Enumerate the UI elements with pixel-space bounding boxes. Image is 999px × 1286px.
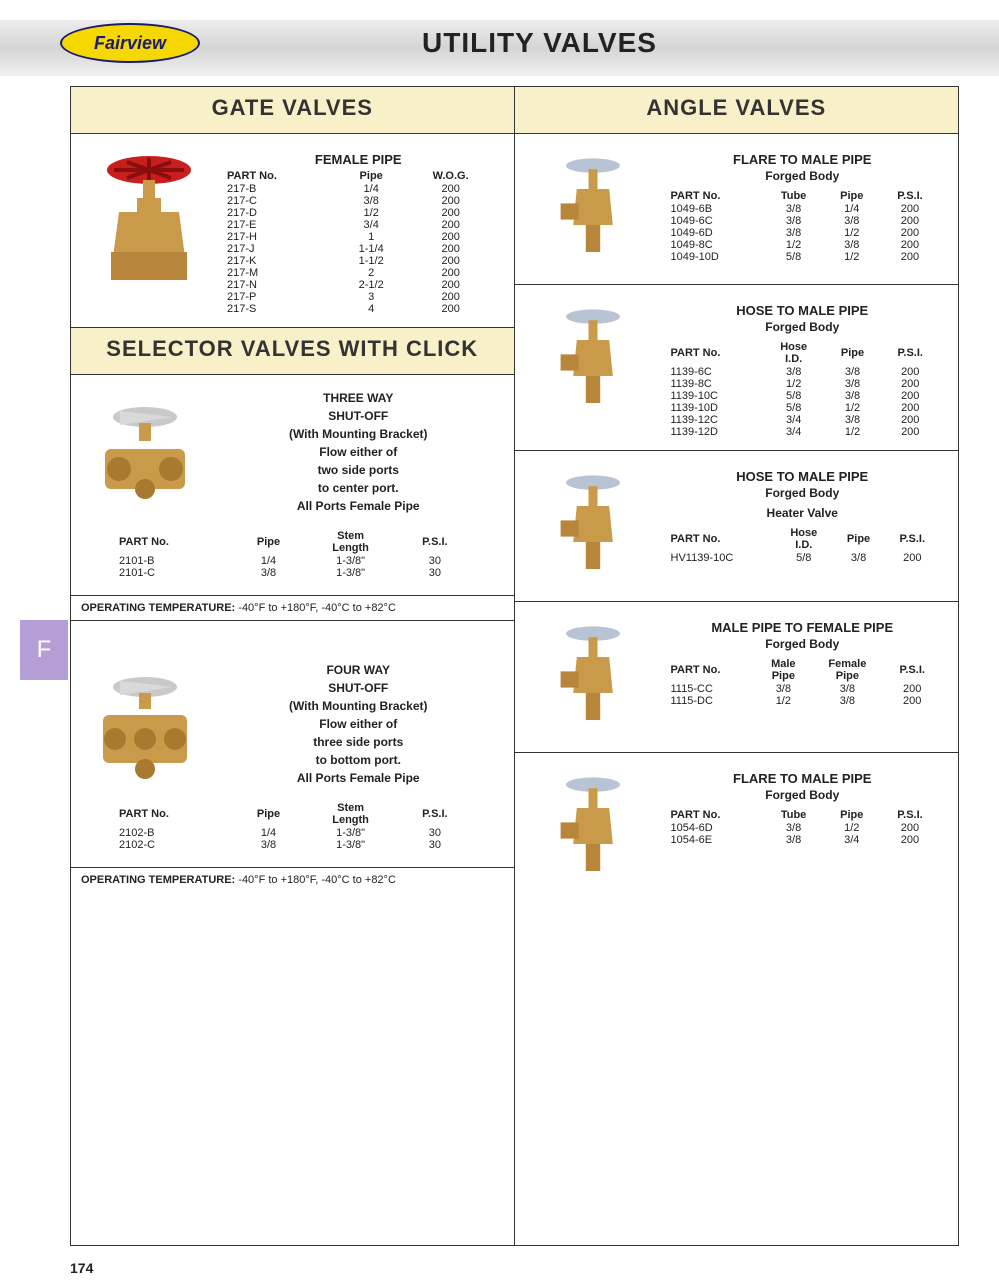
angle-table: PART No.MalePipeFemalePipeP.S.I. 1115-CC… [665,657,941,707]
angle-table: PART No.HoseI.D.PipeP.S.I. 1139-6C3/83/8… [665,340,941,438]
angle-table: PART No.TubePipeP.S.I. 1054-6D3/81/22001… [665,808,941,846]
table-row: HV1139-10C5/83/8200 [665,552,941,564]
three-way-table: PART No.PipeStemLengthP.S.I. 2101-B1/41-… [113,529,472,579]
table-row: 217-C3/8200 [221,195,496,207]
angle-block-b4: MALE PIPE TO FEMALE PIPE Forged Body PAR… [515,602,959,753]
gate-table: PART No.PipeW.O.G. 217-B1/4200217-C3/820… [221,169,496,315]
table-row: 1139-12C3/43/8200 [665,414,941,426]
table-row: 217-H1200 [221,231,496,243]
table-row: 1049-8C1/23/8200 [665,239,941,251]
table-row: 1139-10C5/83/8200 [665,390,941,402]
table-row: 1139-12D3/41/2200 [665,426,941,438]
four-way-desc: FOUR WAY SHUT-OFF (With Mounting Bracket… [217,661,500,787]
selector-header: SELECTOR VALVES WITH CLICK [71,327,514,375]
table-row: 1049-6B3/81/4200 [665,203,941,215]
table-row: 1054-6E3/83/4200 [665,834,941,846]
angle-block-b5: FLARE TO MALE PIPE Forged Body PART No.T… [515,753,959,903]
angle-valve-image [533,771,653,891]
table-row: 1139-10D5/81/2200 [665,402,941,414]
table-row: 1049-6D3/81/2200 [665,227,941,239]
three-way-desc: THREE WAY SHUT-OFF (With Mounting Bracke… [217,389,500,515]
angle-valve-image [533,620,653,740]
table-row: 1049-6C3/83/8200 [665,215,941,227]
gate-valves-header: GATE VALVES [71,87,514,134]
angle-table: PART No.HoseI.D.PipeP.S.I. HV1139-10C5/8… [665,526,941,564]
four-way-block: FOUR WAY SHUT-OFF (With Mounting Bracket… [71,621,514,867]
table-row: 217-D1/2200 [221,207,496,219]
angle-block-b1: FLARE TO MALE PIPE Forged Body PART No.T… [515,134,959,285]
angle-table: PART No.TubePipeP.S.I. 1049-6B3/81/42001… [665,189,941,263]
page-title: UTILITY VALVES [120,27,959,59]
three-way-block: THREE WAY SHUT-OFF (With Mounting Bracke… [71,375,514,595]
table-row: 217-P3200 [221,291,496,303]
table-row: 217-M2200 [221,267,496,279]
table-row: 217-N2-1/2200 [221,279,496,291]
table-row: 2101-C3/81-3/8"30 [113,567,472,579]
catalog-page: Fairview UTILITY VALVES F GATE VALVES [0,0,999,1286]
three-way-image [85,389,205,529]
table-row: 217-E3/4200 [221,219,496,231]
table-row: 1054-6D3/81/2200 [665,822,941,834]
angle-block-b3: HOSE TO MALE PIPE Forged BodyHeater Valv… [515,451,959,602]
table-row: 2102-C3/81-3/8"30 [113,839,472,851]
gate-subtitle: FEMALE PIPE [221,152,496,167]
four-way-image [85,661,205,801]
table-row: 1139-6C3/83/8200 [665,366,941,378]
table-row: 2102-B1/41-3/8"30 [113,827,472,839]
table-row: 2101-B1/41-3/8"30 [113,555,472,567]
table-row: 217-S4200 [221,303,496,315]
page-number: 174 [0,1256,999,1286]
angle-valve-image [533,469,653,589]
four-way-note: OPERATING TEMPERATURE: -40°F to +180°F, … [71,867,514,892]
left-column: GATE VALVES FEMALE PIPE PART No. [71,87,515,1245]
gate-valves-block: FEMALE PIPE PART No.PipeW.O.G. 217-B1/42… [71,134,514,327]
angle-valve-image [533,303,653,438]
angle-valves-header: ANGLE VALVES [515,87,959,134]
table-row: 1049-10D5/81/2200 [665,251,941,263]
table-row: 217-B1/4200 [221,183,496,195]
page-header: Fairview UTILITY VALVES [0,20,999,76]
right-column: ANGLE VALVES FLARE TO MALE PIPE Forged B… [515,87,959,1245]
table-row: 217-J1-1/4200 [221,243,496,255]
table-row: 1115-DC1/23/8200 [665,695,941,707]
table-row: 217-K1-1/2200 [221,255,496,267]
side-tab: F [20,620,68,680]
angle-block-b2: HOSE TO MALE PIPE Forged Body PART No.Ho… [515,285,959,451]
table-row: 1115-CC3/83/8200 [665,683,941,695]
angle-valve-image [533,152,653,272]
four-way-table: PART No.PipeStemLengthP.S.I. 2102-B1/41-… [113,801,472,851]
table-row: 1139-8C1/23/8200 [665,378,941,390]
three-way-note: OPERATING TEMPERATURE: -40°F to +180°F, … [71,595,514,621]
gate-valve-image [89,152,209,315]
content-frame: GATE VALVES FEMALE PIPE PART No. [70,86,959,1246]
